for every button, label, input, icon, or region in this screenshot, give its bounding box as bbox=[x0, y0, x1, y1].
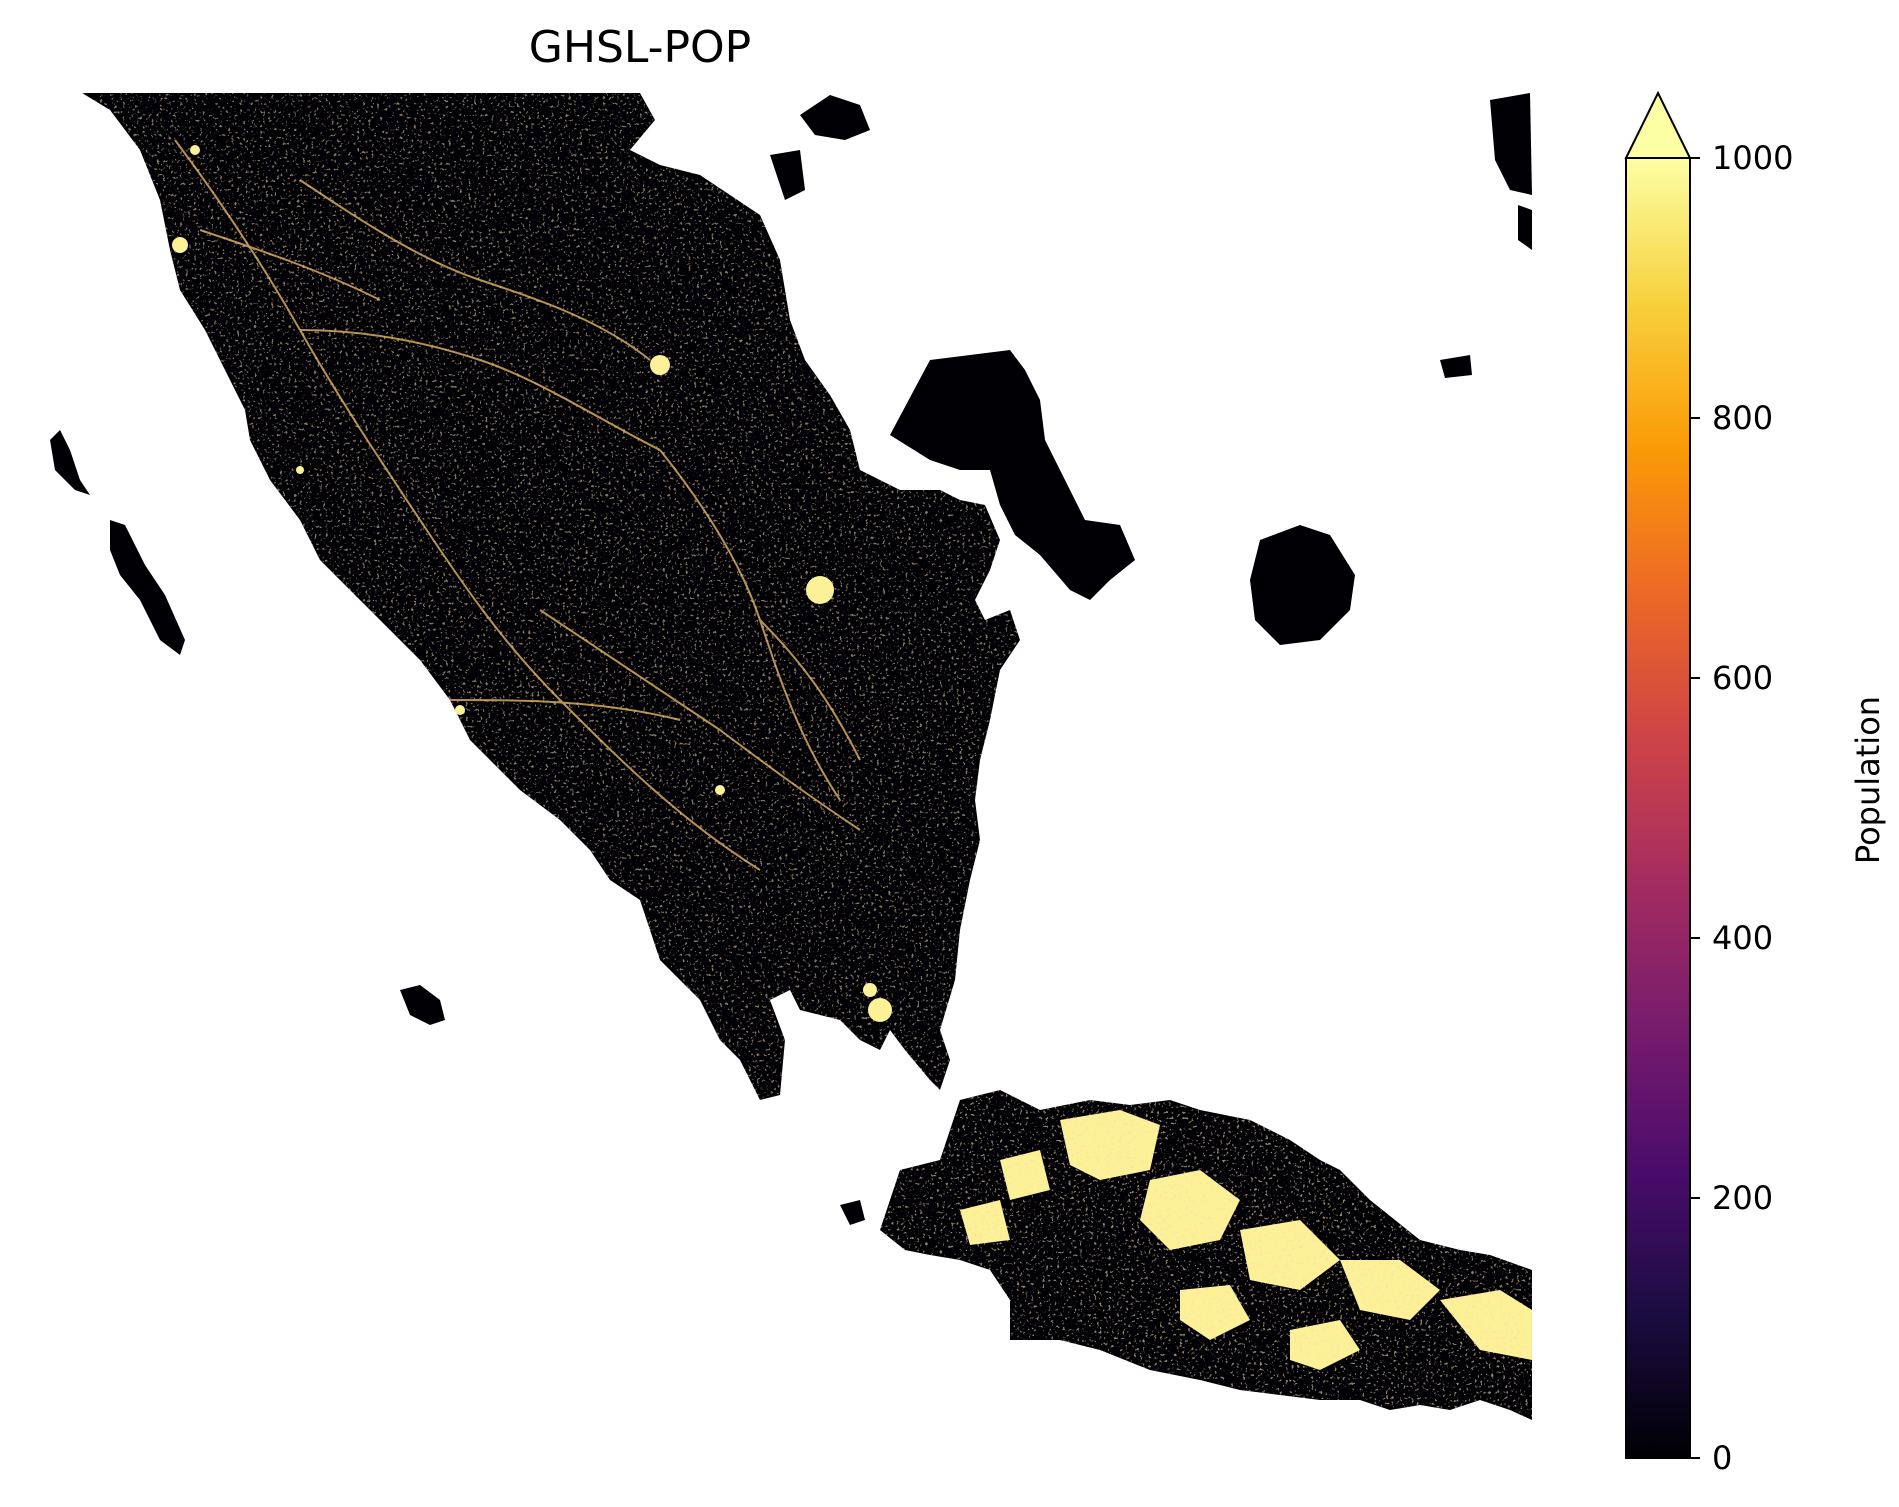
colorbar-label: Population bbox=[1849, 695, 1887, 865]
belitung-island bbox=[1250, 525, 1355, 645]
java-west-tip bbox=[840, 1200, 865, 1225]
road-network bbox=[174, 139, 861, 871]
siberut-island bbox=[50, 430, 90, 495]
riau-islands bbox=[770, 95, 870, 200]
colorbar-tick-label: 0 bbox=[1712, 1439, 1733, 1477]
java-texture bbox=[880, 1090, 1532, 1420]
java-landmass bbox=[840, 1090, 1532, 1420]
colorbar-extend-arrow bbox=[1624, 90, 1692, 159]
colorbar-tick-label: 800 bbox=[1712, 399, 1774, 437]
colorbar bbox=[1624, 90, 1700, 1459]
colorbar-tick-label: 200 bbox=[1712, 1179, 1774, 1217]
map-title: GHSL-POP bbox=[528, 22, 752, 73]
bangka-island bbox=[890, 350, 1135, 600]
colorbar-tick-label: 400 bbox=[1712, 919, 1774, 957]
small-island-ne bbox=[1440, 355, 1472, 378]
natuna-islands bbox=[1490, 93, 1532, 250]
colorbar-tick-label: 600 bbox=[1712, 659, 1774, 697]
city-hotspots bbox=[172, 145, 892, 1022]
enggano-island bbox=[400, 985, 445, 1025]
colorbar-tick-label: 1000 bbox=[1712, 139, 1794, 177]
sumatra-landmass bbox=[82, 93, 1020, 1100]
colorbar-ticks bbox=[1690, 157, 1700, 1459]
siberut-island-2 bbox=[110, 520, 185, 655]
sumatra-texture bbox=[82, 93, 1020, 1100]
colorbar-gradient bbox=[1625, 157, 1691, 1459]
